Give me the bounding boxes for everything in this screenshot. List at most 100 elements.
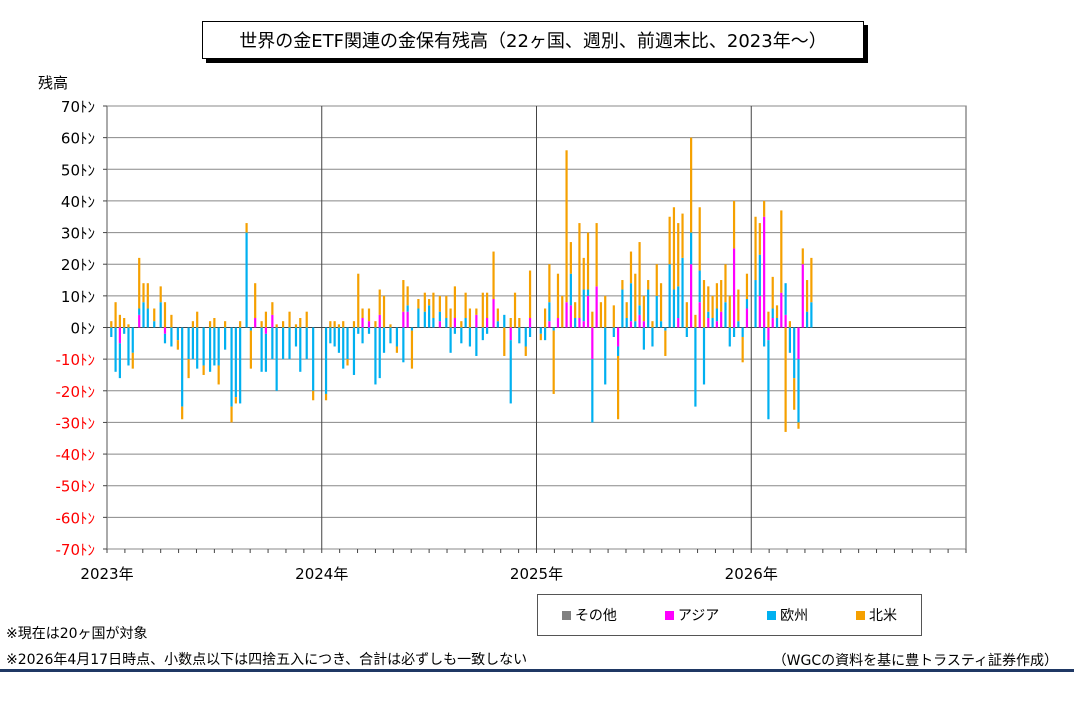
bar-segment-north-america [496,308,499,322]
bar-segment-asia [642,321,645,328]
bar-segment-asia [690,264,693,328]
bar-segment-north-america [275,324,278,328]
bar-segment-north-america [586,232,590,290]
bar-segment-asia [548,321,551,328]
bar-segment-europe [410,327,414,331]
bar-segment-asia [767,327,770,341]
bar-segment-north-america [513,292,517,328]
bar-segment-europe [668,264,671,328]
bar-segment-europe [196,327,199,369]
bar-segment-europe [438,311,441,322]
bar-segment-europe [127,327,130,366]
bar-segment-europe [651,327,654,347]
bar-segment-europe [176,327,179,341]
bar-segment-europe [793,327,796,379]
bar-segment-north-america [784,327,787,432]
bar-segment-north-america [114,302,117,328]
bar-segment-north-america [528,270,532,319]
bar-segment-north-america [578,223,581,319]
bar-segment-europe [745,299,749,309]
bar-segment-north-america [509,318,512,328]
bar-segment-asia [629,321,633,328]
bar-segment-europe [417,308,420,328]
bar-segment-north-america [271,302,274,315]
bar-segment-north-america [342,321,345,328]
bar-segment-north-america [138,257,141,309]
bar-segment-asia [720,311,723,328]
legend-label-europe: 欧州 [780,608,809,624]
bar-segment-europe [617,346,620,356]
bar-segment-asia [715,321,718,328]
bar-segment-north-america [595,223,598,287]
bar-segment-asia [486,318,489,328]
legend: その他 アジア 欧州 北米 [537,594,922,636]
bar-segment-north-america [410,330,414,369]
bar-segment-europe [432,318,435,328]
x-tick-label: 2023年 [80,565,133,583]
bar-segment-europe [548,302,551,322]
bar-segment-north-america [127,324,130,328]
bar-segment-europe [677,286,680,319]
bar-segment-asia [780,292,783,328]
bar-segment-asia [578,318,581,328]
bar-segment-north-america [445,295,448,319]
bar-segment-north-america [213,318,216,328]
bar-segment-europe [481,327,484,341]
bar-segment-europe [234,327,237,398]
bar-segment-north-america [264,311,268,328]
bar-segment-north-america [294,324,298,328]
bar-segment-europe [402,327,405,363]
bar-segment-north-america [565,150,568,303]
bar-segment-europe [805,311,809,328]
bar-segment-europe [275,327,278,391]
bar-segment-europe [445,318,448,328]
bar-segment-north-america [543,308,547,328]
bar-segment-north-america [788,321,792,328]
bar-segment-europe [591,359,594,423]
bar-segment-europe [288,327,291,360]
bar-segment-asia [595,286,598,328]
bar-segment-north-america [453,286,456,319]
bar-segment-europe [299,327,302,372]
bar-segment-north-america [374,321,377,328]
bar-segment-asia [367,321,371,328]
bar-segment-europe [337,327,341,353]
bar-segment-europe [634,321,637,328]
bar-segment-asia [361,318,364,328]
bar-segment-europe [342,327,345,369]
y-tick-label: -70ﾄﾝ [56,541,96,559]
bar-segment-europe [486,327,489,334]
bar-segment-europe [694,327,697,407]
bar-segment-north-america [382,295,386,328]
bar-segment-asia [784,314,787,328]
bar-segment-north-america [780,210,783,293]
bar-segment-north-america [745,273,749,300]
bar-segment-north-america [612,305,615,328]
bar-segment-asia [528,318,532,328]
bar-segment-north-america [591,311,594,328]
bar-segment-north-america [715,283,718,309]
bar-segment-asia [745,308,749,328]
bar-segment-north-america [468,308,472,328]
bar-segment-north-america [438,295,441,312]
bar-segment-north-america [176,340,179,350]
bar-segment-north-america [191,321,194,328]
bar-segment-north-america [142,283,145,303]
bar-segment-north-america [486,292,489,319]
bar-segment-north-america [492,251,495,300]
legend-label-north-america: 北米 [869,608,898,624]
bar-segment-asia [378,314,381,328]
bar-segment-north-america [460,321,463,328]
bar-segment-asia [591,327,594,360]
bar-segment-asia [638,314,641,328]
legend-item-europe: 欧州 [767,605,808,625]
bar-segment-north-america [737,289,740,322]
bar-segment-europe [361,327,364,344]
bar-segment-europe [460,327,463,344]
bar-segment-north-america [574,302,577,319]
bar-segment-europe [797,359,800,423]
bar-segment-europe [271,327,274,360]
bar-segment-europe [763,327,766,347]
bar-segment-asia [138,314,141,328]
legend-item-north-america: 北米 [856,605,897,625]
